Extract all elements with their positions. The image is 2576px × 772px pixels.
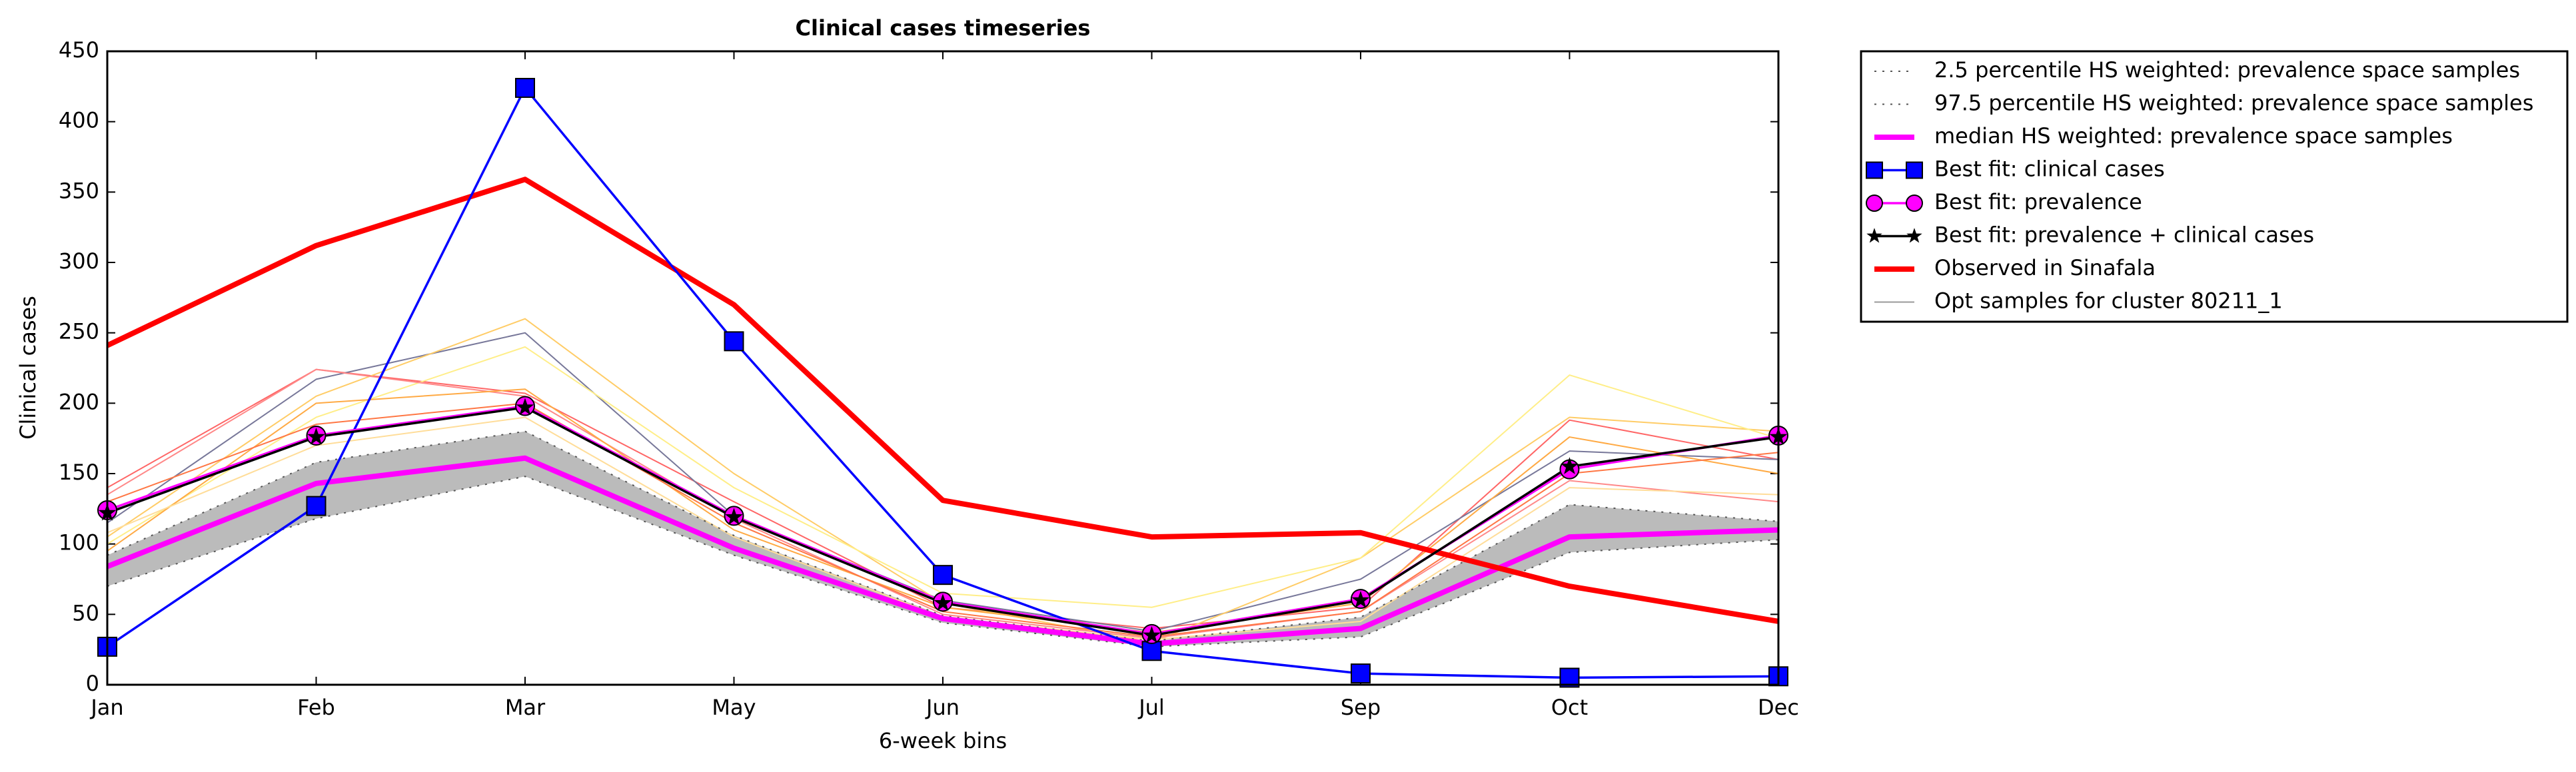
x-tick-label: Jul	[1137, 695, 1165, 720]
legend-label: Observed in Sinafala	[1934, 255, 2156, 280]
marker-star	[725, 508, 743, 525]
legend-label: median HS weighted: prevalence space sam…	[1934, 123, 2453, 149]
marker-star	[934, 593, 952, 611]
marker-square	[1866, 161, 1883, 179]
chart-title: Clinical cases timeseries	[796, 15, 1091, 41]
legend-label: 97.5 percentile HS weighted: prevalence …	[1934, 91, 2533, 116]
y-tick-label: 150	[59, 460, 99, 485]
marker-star	[1906, 228, 1922, 243]
marker-circle	[1866, 194, 1883, 212]
plot-lines	[107, 87, 1778, 679]
marker-square	[1141, 641, 1162, 661]
legend-label: Best fit: clinical cases	[1934, 157, 2165, 182]
marker-square	[1351, 663, 1371, 684]
y-tick-label: 100	[59, 530, 99, 556]
legend-label: Best fit: prevalence + clinical cases	[1934, 222, 2314, 248]
y-tick-label: 200	[59, 389, 99, 414]
x-tick-label: May	[712, 695, 756, 720]
marker-square	[306, 496, 326, 516]
y-tick-label: 300	[59, 248, 99, 274]
marker-star	[307, 427, 325, 445]
legend-label: Opt samples for cluster 80211_1	[1934, 288, 2283, 314]
plot-frame	[106, 50, 1780, 686]
marker-square	[933, 565, 953, 585]
x-tick-label: Mar	[505, 695, 546, 720]
series-line	[107, 87, 1778, 679]
marker-star	[1561, 457, 1579, 474]
marker-square	[515, 77, 535, 98]
y-tick-label: 50	[72, 600, 99, 625]
x-tick-label: Oct	[1551, 695, 1588, 720]
y-tick-label: 250	[59, 319, 99, 344]
y-tick-label: 400	[59, 108, 99, 133]
x-axis-label: 6-week bins	[879, 728, 1007, 753]
y-tick-label: 350	[59, 178, 99, 203]
legend-label: Best fit: prevalence	[1934, 189, 2142, 214]
y-axis-label: Clinical cases	[15, 296, 41, 440]
x-tick-label: Sep	[1341, 695, 1381, 720]
marker-square	[724, 331, 744, 352]
marker-star	[1351, 591, 1370, 608]
plot-area	[97, 77, 1788, 688]
series-line	[107, 177, 1778, 624]
x-tick-label: Jun	[925, 695, 960, 720]
y-tick-label: 450	[59, 37, 99, 63]
marker-square	[1906, 161, 1923, 179]
legend-box	[1860, 50, 2569, 323]
legend-label: 2.5 percentile HS weighted: prevalence s…	[1934, 57, 2520, 83]
series-line	[107, 430, 1778, 642]
marker-star	[516, 398, 534, 416]
sample-line	[107, 368, 1778, 639]
x-tick-label: Dec	[1758, 695, 1799, 720]
y-tick-label: 0	[86, 671, 99, 696]
marker-star	[1143, 625, 1161, 643]
marker-circle	[1906, 194, 1923, 212]
marker-star	[1866, 228, 1882, 243]
x-tick-label: Feb	[297, 695, 335, 720]
x-tick-label: Jan	[89, 695, 123, 720]
